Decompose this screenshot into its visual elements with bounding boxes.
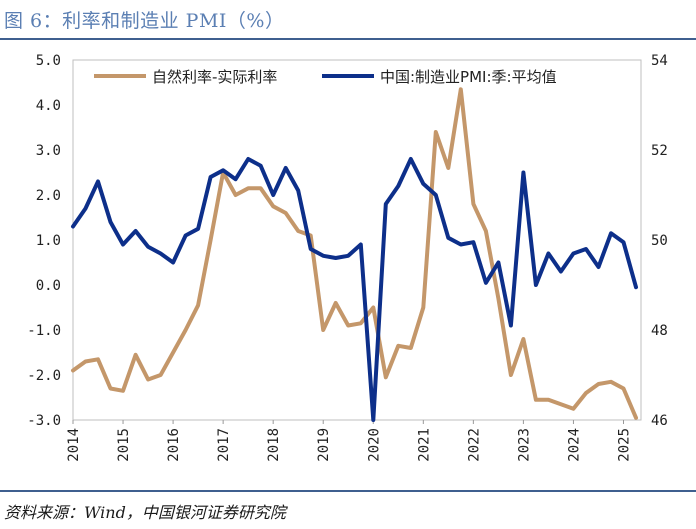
y-left-tick-label: 1.0	[36, 233, 61, 249]
axis-layer: 5.0 4.0 3.0 2.0 1.0 0.0 -1.0 -2.0 -3.0 54 52 50 48 46…	[27, 53, 668, 462]
source-note: 资料来源：Wind，中国银河证券研究院	[4, 503, 286, 522]
y-right-tick-label: 52	[651, 143, 668, 159]
x-tick-label: 2014	[66, 428, 82, 462]
x-tick-label: 2017	[216, 428, 232, 462]
legend-label: 自然利率-实际利率	[152, 68, 277, 86]
y-left-tick-label: 3.0	[36, 143, 61, 159]
bottom-rule	[0, 490, 696, 492]
y-left-tick-label: -1.0	[27, 323, 61, 339]
chart: 5.0 4.0 3.0 2.0 1.0 0.0 -1.0 -2.0 -3.0 54 52 50 48 46…	[27, 53, 668, 462]
y-left-tick-label: 0.0	[36, 278, 61, 294]
x-tick-label: 2016	[166, 428, 182, 462]
y-right-tick-label: 50	[651, 233, 668, 249]
chart-title: 图 6：利率和制造业 PMI（%）	[4, 10, 285, 32]
y-left-tick-label: 5.0	[36, 53, 61, 69]
legend-label: 中国:制造业PMI:季:平均值	[380, 68, 557, 86]
series-layer	[71, 87, 638, 422]
x-tick-label: 2019	[316, 428, 332, 462]
y-left-tick-label: -3.0	[27, 413, 61, 429]
y-left-tick-label: 2.0	[36, 188, 61, 204]
x-tick-label: 2024	[566, 428, 582, 462]
y-left-tick-label: -2.0	[27, 368, 61, 384]
y-right-tick-label: 48	[651, 323, 668, 339]
x-tick-label: 2015	[116, 428, 132, 462]
y-right-tick-label: 46	[651, 413, 668, 429]
x-tick-label: 2022	[466, 428, 482, 462]
x-tick-label: 2023	[516, 428, 532, 462]
x-tick-label: 2025	[616, 428, 632, 462]
x-tick-label: 2018	[266, 428, 282, 462]
grid-layer	[72, 59, 642, 421]
x-tick-label: 2020	[366, 428, 382, 462]
y-right-tick-label: 54	[651, 53, 668, 69]
legend: 自然利率-实际利率 中国:制造业PMI:季:平均值	[94, 68, 557, 86]
top-rule	[0, 38, 696, 40]
x-tick-label: 2021	[416, 428, 432, 462]
series-line-pmi	[71, 157, 638, 422]
plot-frame	[72, 59, 642, 421]
y-left-tick-label: 4.0	[36, 98, 61, 114]
series-line-natural-minus-real-rate	[71, 87, 638, 420]
